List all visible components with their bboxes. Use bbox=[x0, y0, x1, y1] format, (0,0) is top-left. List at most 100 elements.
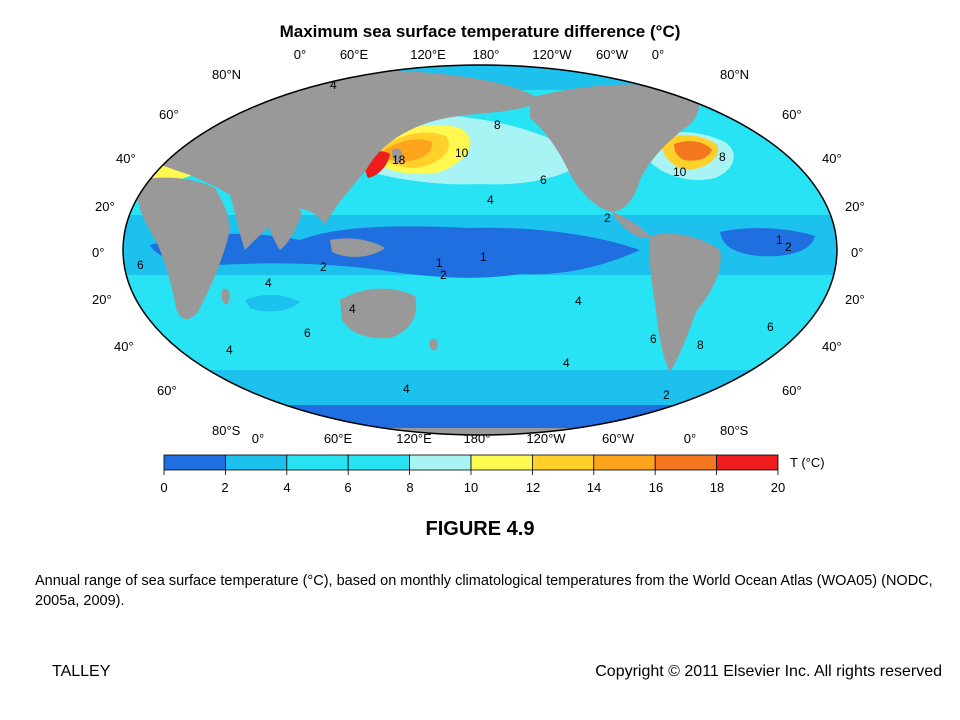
land-indonesia bbox=[330, 238, 385, 257]
lat-label-right-80n: 80°N bbox=[720, 67, 750, 82]
footer-copyright: Copyright © 2011 Elsevier Inc. All right… bbox=[595, 663, 942, 680]
colorbar-bin bbox=[532, 454, 595, 471]
land-central-america bbox=[612, 212, 650, 239]
globe-border bbox=[122, 64, 838, 436]
colorbar-tick-label: 6 bbox=[344, 480, 352, 495]
colorbar-bin bbox=[409, 454, 472, 471]
lat-label-left-0: 0° bbox=[92, 245, 105, 260]
lon-label-bottom-0: 0° bbox=[251, 431, 265, 446]
indian-2-4 bbox=[245, 294, 300, 312]
colorbar-tick-label: 20 bbox=[770, 480, 786, 495]
land-africa bbox=[138, 177, 230, 320]
land-india bbox=[262, 199, 302, 250]
contour-label: 4 bbox=[349, 302, 356, 316]
lon-label-bottom-0b: 0° bbox=[683, 431, 697, 446]
contour-label: 4 bbox=[403, 382, 410, 396]
lon-label-top-0b: 0° bbox=[651, 47, 665, 62]
colorbar-bin bbox=[654, 454, 718, 471]
contour-label: 2 bbox=[785, 240, 792, 254]
contour-label: 1 bbox=[436, 256, 443, 270]
contour-label: 2 bbox=[604, 211, 611, 225]
colorbar-tick-label: 10 bbox=[463, 480, 479, 495]
lon-label-top-60e: 60°E bbox=[339, 47, 369, 62]
contour-label: 2 bbox=[663, 388, 670, 402]
contour-label: 1 bbox=[776, 233, 783, 247]
colorbar-bin bbox=[286, 454, 349, 471]
contour-label: 2 bbox=[440, 268, 447, 282]
figure-caption: Annual range of sea surface temperature … bbox=[35, 573, 933, 609]
land-madagascar bbox=[221, 288, 230, 305]
north-atlantic-16-18 bbox=[674, 141, 712, 161]
contour-label: 8 bbox=[697, 338, 704, 352]
lat-label-left-80n: 80°N bbox=[212, 67, 242, 82]
lon-label-top-180: 180° bbox=[472, 47, 500, 62]
contour-label: 4 bbox=[265, 276, 272, 290]
contour-label: 1 bbox=[480, 250, 487, 264]
colorbar-bin bbox=[224, 454, 288, 471]
contour-label: 10 bbox=[673, 165, 687, 179]
contour-label: 4 bbox=[487, 193, 494, 207]
land-south-america bbox=[649, 233, 721, 372]
lat-label-right-20n: 20° bbox=[845, 199, 865, 214]
contour-label: 6 bbox=[540, 173, 547, 187]
tropical-pacific-0-2 bbox=[150, 226, 640, 278]
contour-label: 4 bbox=[226, 343, 233, 357]
contour-label: 4 bbox=[575, 294, 582, 308]
lon-label-top-120e: 120°E bbox=[410, 47, 446, 62]
map-title: Maximum sea surface temperature differen… bbox=[279, 22, 681, 41]
colorbar-bin bbox=[347, 454, 411, 471]
contour-label: 4 bbox=[563, 356, 570, 370]
lat-label-left-80s: 80°S bbox=[212, 423, 241, 438]
lat-label-left-40n: 40° bbox=[116, 151, 136, 166]
land-australia bbox=[340, 288, 417, 339]
tropical-atlantic-0-2 bbox=[720, 228, 815, 257]
lon-label-bottom-60w: 60°W bbox=[602, 431, 634, 446]
land-japan bbox=[392, 148, 403, 164]
contour-label: 6 bbox=[767, 320, 774, 334]
colorbar-tick-label: 18 bbox=[709, 480, 725, 495]
lon-label-bottom-60e: 60°E bbox=[323, 431, 353, 446]
contour-label: 4 bbox=[330, 78, 337, 92]
lat-label-right-40s: 40° bbox=[822, 339, 842, 354]
colorbar-tick-label: 14 bbox=[586, 480, 602, 495]
lat-label-left-60n: 60° bbox=[159, 107, 179, 122]
contour-label: 6 bbox=[650, 332, 657, 346]
lat-label-left-20s: 20° bbox=[92, 292, 112, 307]
lat-label-left-20n: 20° bbox=[95, 199, 115, 214]
colorbar-tick-label: 16 bbox=[648, 480, 664, 495]
lon-label-bottom-120e: 120°E bbox=[396, 431, 432, 446]
land-eurasia bbox=[150, 69, 540, 250]
colorbar-bin bbox=[716, 454, 779, 471]
colorbar-tick-label: 0 bbox=[160, 480, 168, 495]
lat-label-left-60s: 60° bbox=[157, 383, 177, 398]
colorbar-bin bbox=[593, 454, 656, 471]
contour-label: 10 bbox=[455, 146, 469, 160]
lat-label-right-20s: 20° bbox=[845, 292, 865, 307]
lon-label-top-0: 0° bbox=[293, 47, 307, 62]
contour-label: 6 bbox=[304, 326, 311, 340]
colorbar-unit-label: T (°C) bbox=[790, 455, 825, 470]
contour-label: 6 bbox=[137, 258, 144, 272]
lon-label-top-120w: 120°W bbox=[532, 47, 572, 62]
lon-label-top-60w: 60°W bbox=[596, 47, 628, 62]
lat-label-right-60n: 60° bbox=[782, 107, 802, 122]
land-new-zealand bbox=[429, 338, 438, 351]
lat-label-right-0: 0° bbox=[851, 245, 864, 260]
contour-label: 8 bbox=[719, 150, 726, 164]
lat-label-right-80s: 80°S bbox=[720, 423, 749, 438]
lat-label-left-40s: 40° bbox=[114, 339, 134, 354]
colorbar-bin bbox=[470, 454, 533, 471]
colorbar-bin bbox=[163, 454, 226, 471]
colorbar-tick-label: 4 bbox=[283, 480, 291, 495]
contour-label: 18 bbox=[392, 153, 406, 167]
lat-label-right-60s: 60° bbox=[782, 383, 802, 398]
colorbar-tick-label: 12 bbox=[525, 480, 541, 495]
figure-number: FIGURE 4.9 bbox=[425, 518, 535, 540]
land-north-america bbox=[530, 84, 700, 212]
footer-author: TALLEY bbox=[52, 663, 111, 680]
colorbar-tick-label: 2 bbox=[221, 480, 229, 495]
contour-label: 2 bbox=[320, 260, 327, 274]
lat-label-right-40n: 40° bbox=[822, 151, 842, 166]
